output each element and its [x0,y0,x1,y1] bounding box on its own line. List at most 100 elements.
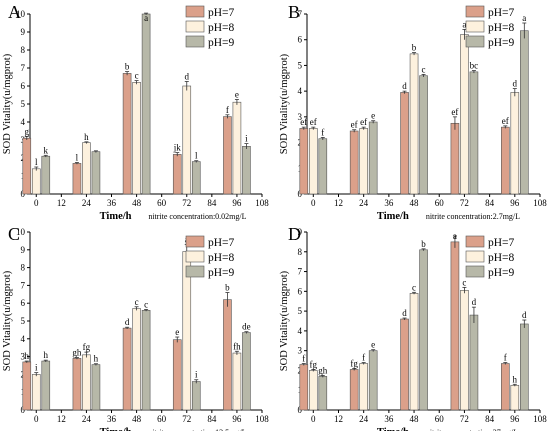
significance-letter: h [94,354,99,364]
bar [31,374,41,411]
x-tick-label: 0 [311,198,316,208]
x-tick-label: 48 [410,198,420,208]
significance-letter: gh [72,347,82,357]
bar [450,122,460,195]
x-tick-label: 72 [182,414,191,424]
x-tick-label: 24 [359,198,369,208]
legend-swatch [465,5,485,18]
y-axis-label: SOD Vitality(u/mgprot) [279,270,290,371]
bar [82,142,91,195]
legend-swatch [185,20,205,33]
bar [460,290,469,411]
bar [520,30,529,195]
bar [72,358,82,411]
x-tick-label: 96 [232,198,242,208]
bar [419,249,428,411]
y-tick-label: 10 [16,227,26,237]
bar [299,128,309,195]
x-axis-label: Time/h [377,211,409,222]
bar [308,128,318,195]
significance-letter: ef [300,117,307,127]
panel-label: C [8,224,20,244]
significance-letter: h [513,374,518,384]
significance-letter: ef [451,107,458,117]
bar [409,53,419,195]
significance-letter: l [195,151,198,161]
legend-swatch [465,35,485,48]
x-axis-label: Time/h [100,211,132,222]
x-tick-label: 84 [485,414,495,424]
bar [318,138,328,195]
bar [223,299,232,411]
y-axis-label: SOD Vitality(u/mgprot) [279,53,290,154]
bar [232,101,242,195]
y-tick-label: 5 [298,60,303,70]
x-tick-label: 0 [34,198,39,208]
bar [223,116,232,195]
significance-letter: f [302,354,305,364]
y-tick-label: 5 [21,316,26,326]
bar [132,82,141,195]
significance-letter: l [35,157,38,167]
significance-letter: d [472,297,477,307]
x-tick-label: 96 [510,414,520,424]
significance-letter: d [513,79,518,89]
legend-swatch [465,265,485,278]
significance-letter: e [175,327,179,337]
significance-letter: a [522,13,526,23]
significance-letter: a [144,13,148,23]
legend-swatch [185,265,205,278]
significance-letter: l [76,153,79,163]
bar [141,310,151,411]
y-tick-label: 4 [298,326,303,336]
significance-letter: ef [502,116,509,126]
significance-letter: c [135,71,139,81]
y-tick-label: 4 [21,334,26,344]
significance-letter: d [402,81,407,91]
bar [318,376,328,411]
bar [242,332,251,411]
x-tick-label: 36 [384,414,394,424]
significance-letter: gh [318,365,328,375]
bar [359,128,368,195]
y-tick-label: 5 [21,99,26,109]
y-tick-label: 7 [298,267,303,277]
y-tick-label: 8 [21,263,26,273]
legend-label: pH=7 [208,7,235,19]
x-tick-label: 96 [510,198,520,208]
significance-letter: e [371,340,375,350]
bar [308,370,318,411]
panel-b: B0123456701224364860728496108SOD Vitalit… [279,2,547,222]
x-tick-label: 84 [207,198,217,208]
legend-label: pH=9 [208,37,235,49]
bar [22,361,32,411]
significance-letter: bc [470,61,479,71]
legend-swatch [185,35,205,48]
legend-swatch [465,20,485,33]
bar [400,318,409,411]
bar [91,151,101,195]
x-tick-label: 60 [157,414,167,424]
significance-letter: de [242,322,251,332]
y-tick-label: 6 [298,35,303,45]
x-tick-label: 72 [460,414,469,424]
y-tick-label: 9 [21,245,26,255]
x-axis-label: Time/h [100,427,132,431]
x-tick-label: 0 [311,414,316,424]
y-tick-label: 9 [298,227,303,237]
significance-letter: fh [233,341,241,351]
bar [501,126,510,195]
x-axis-label: Time/h [377,427,409,431]
y-axis-label: SOD Vitality(u/mgprot) [2,53,13,154]
bar [41,360,51,411]
x-tick-label: 84 [485,198,495,208]
legend-label: pH=9 [208,267,235,279]
bar [82,354,91,411]
significance-letter: b [125,62,130,72]
concentration-note: nitrite concentration:2.7mg/L [426,212,520,221]
y-tick-label: 4 [21,117,26,127]
significance-letter: a [462,19,466,29]
bar [510,384,520,411]
x-tick-label: 84 [207,414,217,424]
legend-label: pH=7 [488,237,515,249]
